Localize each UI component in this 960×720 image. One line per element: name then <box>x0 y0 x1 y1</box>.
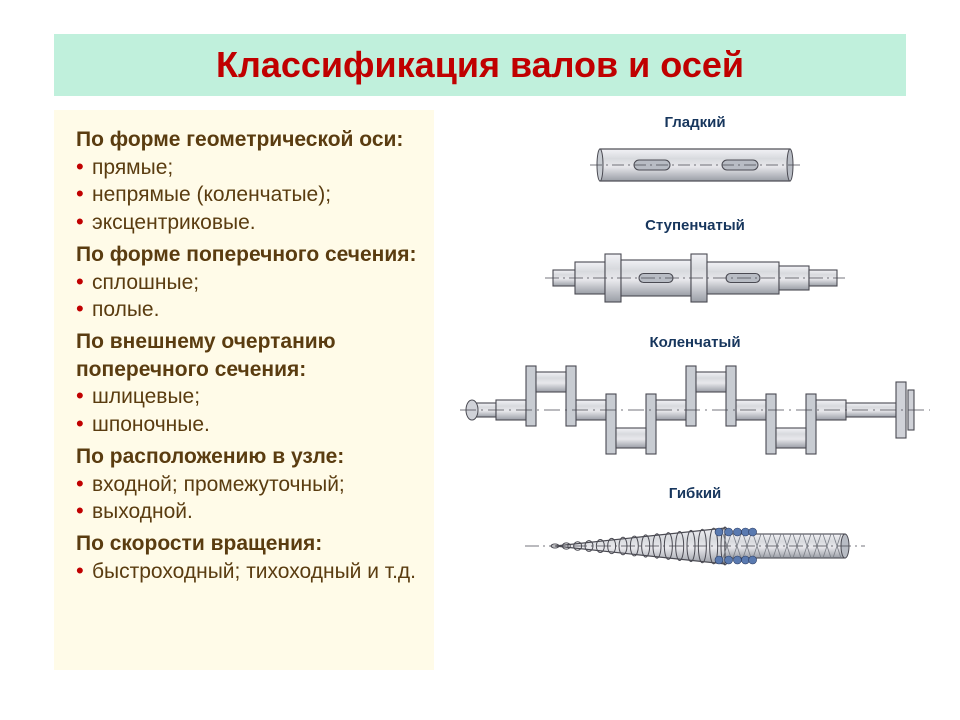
diagram-column: Гладкий Ступенчатый Коленчатый Гибкий <box>440 108 950 678</box>
category-heading: По форме поперечного сечения: <box>76 241 418 269</box>
category-item: непрямые (коленчатые); <box>76 181 418 209</box>
category-item: шпоночные. <box>76 411 418 439</box>
flexible-shaft-diagram <box>525 506 865 596</box>
stepped-shaft-diagram <box>545 238 845 320</box>
category-item: шлицевые; <box>76 383 418 411</box>
category-item: эксцентриковые. <box>76 209 418 237</box>
category-item: прямые; <box>76 154 418 182</box>
classification-panel: По форме геометрической оси:прямые;непря… <box>54 110 434 670</box>
category-heading: По скорости вращения: <box>76 530 418 558</box>
diagram-label-flex: Гибкий <box>440 485 950 502</box>
category-item: выходной. <box>76 498 418 526</box>
diagram-label-smooth: Гладкий <box>440 114 950 131</box>
smooth-shaft-diagram <box>590 135 800 199</box>
diagram-label-stepped: Ступенчатый <box>440 217 950 234</box>
crankshaft-diagram <box>460 355 930 471</box>
page-title: Классификация валов и осей <box>216 44 744 86</box>
diagram-label-crank: Коленчатый <box>440 334 950 351</box>
category-item: полые. <box>76 296 418 324</box>
category-item: быстроходный; тихоходный и т.д. <box>76 558 418 586</box>
category-heading: По внешнему очертанию поперечного сечени… <box>76 328 418 383</box>
category-heading: По расположению в узле: <box>76 443 418 471</box>
category-item: сплошные; <box>76 269 418 297</box>
title-bar: Классификация валов и осей <box>54 34 906 96</box>
category-heading: По форме геометрической оси: <box>76 126 418 154</box>
category-item: входной; промежуточный; <box>76 471 418 499</box>
